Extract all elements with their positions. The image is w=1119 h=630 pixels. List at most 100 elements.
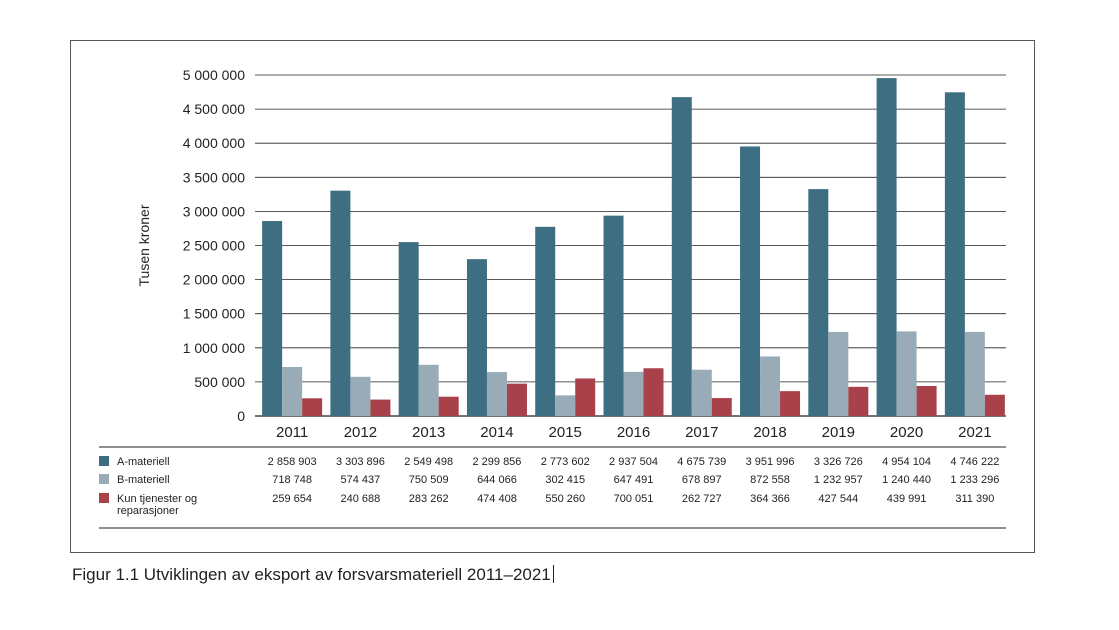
table-cell: 2 858 903 bbox=[268, 456, 317, 468]
bar-a bbox=[262, 221, 283, 416]
table-cell: 574 437 bbox=[341, 474, 381, 486]
table-cell: 3 951 996 bbox=[746, 456, 795, 468]
y-tick-label: 1 500 000 bbox=[183, 306, 245, 322]
bar-a bbox=[398, 242, 419, 416]
y-tick-label: 3 500 000 bbox=[183, 169, 245, 185]
y-tick-label: 2 000 000 bbox=[183, 272, 245, 288]
bar-c bbox=[916, 385, 937, 416]
bar-b bbox=[486, 372, 507, 416]
y-tick-label: 0 bbox=[237, 408, 245, 424]
table-cell: 2 549 498 bbox=[404, 456, 453, 468]
table-cell: 302 415 bbox=[545, 474, 585, 486]
caption-text: Figur 1.1 Utviklingen av eksport av fors… bbox=[72, 565, 551, 584]
table-cell: 3 326 726 bbox=[814, 456, 863, 468]
bar-a bbox=[535, 226, 556, 416]
bar-c bbox=[506, 383, 527, 416]
table-cell: 1 233 296 bbox=[950, 474, 999, 486]
legend-label: A-materiell bbox=[117, 456, 170, 468]
table-cell: 1 240 440 bbox=[882, 474, 931, 486]
legend-label: B-materiell bbox=[117, 474, 170, 486]
table-cell: 750 509 bbox=[409, 474, 449, 486]
y-tick-label: 1 000 000 bbox=[183, 340, 245, 356]
x-tick-label: 2013 bbox=[412, 424, 445, 441]
bar-a bbox=[944, 92, 965, 416]
bar-c bbox=[848, 386, 869, 416]
bar-a bbox=[603, 215, 624, 416]
table-cell: 262 727 bbox=[682, 493, 722, 505]
bar-c bbox=[438, 396, 459, 416]
table-cell: 872 558 bbox=[750, 474, 790, 486]
legend-label: reparasjoner bbox=[117, 505, 179, 517]
y-tick-label: 2 500 000 bbox=[183, 238, 245, 254]
y-tick-label: 500 000 bbox=[194, 374, 245, 390]
bar-a bbox=[330, 190, 351, 416]
table-cell: 364 366 bbox=[750, 493, 790, 505]
bar-b bbox=[896, 331, 917, 416]
figure-caption: Figur 1.1 Utviklingen av eksport av fors… bbox=[72, 565, 554, 585]
table-cell: 240 688 bbox=[341, 493, 381, 505]
bar-b bbox=[760, 356, 781, 416]
bar-b bbox=[964, 331, 985, 416]
table-cell: 718 748 bbox=[272, 474, 312, 486]
bar-c bbox=[643, 368, 664, 416]
x-tick-label: 2012 bbox=[344, 424, 377, 441]
x-tick-label: 2018 bbox=[753, 424, 786, 441]
table-cell: 311 390 bbox=[955, 493, 994, 505]
table-cell: 283 262 bbox=[409, 493, 449, 505]
x-tick-label: 2020 bbox=[890, 424, 923, 441]
bar-c bbox=[984, 394, 1005, 416]
table-cell: 3 303 896 bbox=[336, 456, 385, 468]
legend-swatch bbox=[99, 474, 109, 484]
bar-b bbox=[691, 369, 712, 416]
legend-swatch bbox=[99, 493, 109, 503]
bar-a bbox=[808, 189, 829, 416]
table-cell: 439 991 bbox=[887, 493, 927, 505]
table-cell: 4 954 104 bbox=[882, 456, 931, 468]
legend-label: Kun tjenester og bbox=[117, 493, 197, 505]
bar-c bbox=[780, 391, 801, 416]
bar-a bbox=[876, 78, 897, 416]
bar-c bbox=[370, 399, 391, 416]
bar-c bbox=[575, 378, 596, 416]
x-tick-label: 2014 bbox=[480, 424, 513, 441]
table-cell: 2 937 504 bbox=[609, 456, 658, 468]
table-cell: 474 408 bbox=[477, 493, 517, 505]
x-tick-label: 2011 bbox=[276, 424, 308, 441]
table-cell: 678 897 bbox=[682, 474, 722, 486]
bar-b bbox=[282, 366, 303, 416]
y-tick-label: 3 000 000 bbox=[183, 203, 245, 219]
table-cell: 427 544 bbox=[818, 493, 858, 505]
bar-a bbox=[740, 146, 761, 416]
bar-b bbox=[418, 364, 439, 416]
figure-frame: 0 500 000 1 000 000 1 500 000 2 000 000 2 500… bbox=[70, 40, 1035, 553]
bar-c bbox=[302, 398, 323, 416]
table-cell: 550 260 bbox=[545, 493, 585, 505]
x-tick-label: 2015 bbox=[549, 424, 582, 441]
table-cell: 259 654 bbox=[272, 493, 312, 505]
table-cell: 2 773 602 bbox=[541, 456, 590, 468]
table-cell: 647 491 bbox=[614, 474, 654, 486]
bar-b bbox=[350, 376, 371, 416]
table-cell: 644 066 bbox=[477, 474, 517, 486]
table-cell: 4 746 222 bbox=[950, 456, 999, 468]
table-cell: 700 051 bbox=[614, 493, 654, 505]
x-tick-label: 2017 bbox=[685, 424, 718, 441]
bar-b bbox=[623, 371, 644, 416]
text-cursor bbox=[552, 565, 554, 583]
bar-b bbox=[828, 331, 849, 416]
x-tick-label: 2016 bbox=[617, 424, 650, 441]
legend-swatch bbox=[99, 456, 109, 466]
x-tick-label: 2019 bbox=[822, 424, 855, 441]
y-tick-label: 4 500 000 bbox=[183, 101, 245, 117]
y-tick-label: 4 000 000 bbox=[183, 135, 245, 151]
y-axis-label: Tusen kroner bbox=[136, 204, 152, 286]
table-cell: 1 232 957 bbox=[814, 474, 863, 486]
table-cell: 2 299 856 bbox=[472, 456, 521, 468]
bar-c bbox=[711, 398, 732, 416]
x-tick-label: 2021 bbox=[958, 424, 991, 441]
bar-a bbox=[466, 259, 487, 416]
bar-a bbox=[671, 97, 692, 417]
bar-b bbox=[555, 395, 576, 416]
table-cell: 4 675 739 bbox=[677, 456, 726, 468]
y-tick-label: 5 000 000 bbox=[183, 67, 245, 83]
